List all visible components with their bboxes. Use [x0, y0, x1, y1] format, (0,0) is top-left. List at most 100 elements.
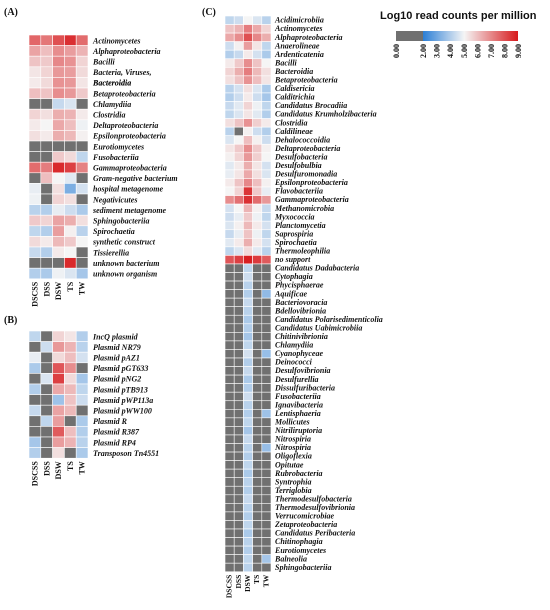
heat-cell-c-40-0: [224, 357, 235, 367]
heat-cell-c-55-2: [243, 485, 253, 496]
heat-cell-b-9-3: [64, 426, 77, 438]
heat-cell-a-22-2: [52, 267, 65, 280]
heat-cell-c-62-0: [224, 545, 235, 555]
heat-cell-c-12-1: [233, 118, 244, 128]
row-label-desulfuromonadia: Desulfuromonadia: [274, 170, 337, 179]
heat-cell-c-49-1: [233, 434, 244, 444]
heat-cell-c-49-3: [252, 434, 263, 444]
heat-cell-c-19-3: [252, 178, 263, 188]
heat-cell-c-10-3: [252, 101, 263, 111]
heat-cell-b-10-3: [64, 436, 77, 448]
heat-cell-a-22-3: [64, 267, 77, 280]
heat-cell-c-19-1: [233, 178, 244, 188]
row-label-candidatus-brocadiia: Candidatus Brocadiia: [275, 101, 347, 110]
heat-cell-c-52-1: [233, 460, 244, 470]
heat-cell-c-12-2: [243, 118, 253, 128]
row-label-thermoleophilia: Thermoleophilia: [275, 247, 330, 256]
heat-cell-c-23-0: [224, 212, 235, 222]
row-label-eurotiomycetes: Eurotiomycetes: [92, 142, 144, 151]
heat-cell-a-5-2: [52, 87, 65, 99]
row-label-deinococci: Deinococci: [274, 358, 313, 367]
heat-cell-a-6-4: [75, 98, 89, 110]
heat-cell-a-5-4: [75, 87, 89, 99]
heat-cell-a-8-0: [28, 119, 42, 131]
heat-cell-c-53-2: [243, 468, 253, 478]
heat-cell-c-34-2: [243, 306, 253, 316]
heat-cell-c-2-3: [252, 32, 263, 42]
heat-cell-a-16-1: [40, 204, 53, 216]
column-label-dsw: DSW: [54, 282, 63, 300]
heat-cell-c-45-4: [261, 400, 272, 410]
heat-cell-c-11-4: [261, 109, 272, 119]
row-label-candidatus-krumholzibacteria: Candidatus Krumholzibacteria: [275, 110, 377, 119]
heat-cell-c-7-2: [243, 75, 253, 85]
heat-cell-a-11-1: [40, 151, 53, 163]
heat-cell-c-64-4: [261, 562, 272, 573]
heat-cell-c-1-0: [224, 24, 235, 34]
heat-cell-c-31-3: [252, 280, 263, 290]
legend-tick-9-00: 9.00: [514, 44, 523, 58]
heat-cell-b-0-3: [64, 330, 77, 342]
heat-cell-b-0-1: [40, 330, 53, 342]
heat-cell-c-4-4: [261, 49, 272, 60]
panel-c-label: (C): [202, 7, 216, 18]
heat-cell-c-44-4: [261, 391, 272, 402]
heat-cell-c-56-1: [233, 494, 244, 504]
heat-cell-c-19-4: [261, 178, 272, 188]
row-label-plasmid-pgt633: Plasmid pGT633: [93, 364, 148, 373]
row-label-chitinivibrionia: Chitinivibrionia: [275, 332, 328, 341]
heat-cell-c-50-0: [224, 443, 235, 453]
heat-cell-c-60-4: [261, 528, 272, 538]
heat-cell-a-6-0: [28, 98, 42, 110]
row-label-acidimicrobiia: Acidimicrobiia: [274, 16, 324, 25]
heat-cell-c-28-2: [243, 255, 253, 265]
heat-cell-c-35-1: [233, 314, 244, 325]
heat-cell-c-49-0: [224, 434, 235, 444]
heat-cell-c-2-2: [243, 32, 253, 42]
heat-cell-c-6-4: [261, 67, 272, 77]
heat-cell-c-43-2: [243, 383, 253, 393]
row-label-dehalococcoidia: Dehalococcoidia: [274, 135, 330, 144]
heat-cell-b-5-0: [28, 383, 42, 395]
heat-cell-b-7-2: [52, 404, 65, 417]
heat-cell-c-22-1: [233, 203, 244, 213]
heat-cell-c-0-2: [243, 15, 253, 25]
heat-cell-a-9-2: [52, 130, 65, 142]
heat-cell-c-6-0: [224, 67, 235, 77]
heat-cell-c-41-2: [243, 366, 253, 376]
heat-cell-b-6-0: [28, 394, 42, 406]
heat-cell-c-32-1: [233, 289, 244, 299]
heat-cell-c-57-0: [224, 503, 235, 513]
heat-cell-b-6-1: [40, 394, 53, 406]
heat-cell-c-44-0: [224, 391, 235, 402]
heat-cell-c-2-0: [224, 32, 235, 42]
row-label-dissulfuribacteria: Dissulfuribacteria: [274, 383, 335, 392]
heat-cell-a-11-4: [75, 151, 89, 163]
heat-cell-b-1-1: [40, 341, 53, 353]
heat-cell-c-20-3: [252, 186, 263, 196]
heat-cell-b-1-3: [64, 341, 77, 353]
row-label-alphaproteobacteria: Alphaproteobacteria: [92, 47, 161, 56]
row-label-bacteroidia: Bacteroidia: [274, 67, 313, 76]
heat-cell-a-3-3: [64, 66, 77, 78]
heat-cell-c-25-0: [224, 229, 235, 239]
heat-cell-c-55-0: [224, 485, 235, 496]
heat-cell-c-38-1: [233, 340, 244, 350]
heat-cell-c-16-1: [233, 152, 244, 162]
heat-cell-c-31-2: [243, 280, 253, 290]
heat-cell-b-10-0: [28, 436, 42, 448]
heat-cell-b-1-0: [28, 341, 42, 353]
heat-cell-a-19-2: [52, 236, 65, 248]
row-label-plasmid-paz1: Plasmid pAZ1: [93, 353, 140, 362]
heat-cell-c-42-0: [224, 374, 235, 384]
row-label-plasmid-pww100: Plasmid pWW100: [93, 406, 152, 415]
row-label-hospital-metagenome: hospital metagenome: [93, 185, 163, 194]
row-label-unknown-bacterium: unknown bacterium: [93, 259, 159, 268]
heat-cell-c-64-2: [243, 562, 253, 573]
legend-tick-8-00: 8.00: [500, 44, 509, 58]
heat-cell-c-37-4: [261, 332, 272, 342]
heat-cell-c-40-4: [261, 357, 272, 367]
heat-cell-a-22-4: [75, 267, 89, 280]
heat-cell-a-21-4: [75, 257, 89, 269]
heat-cell-a-5-3: [64, 87, 77, 99]
